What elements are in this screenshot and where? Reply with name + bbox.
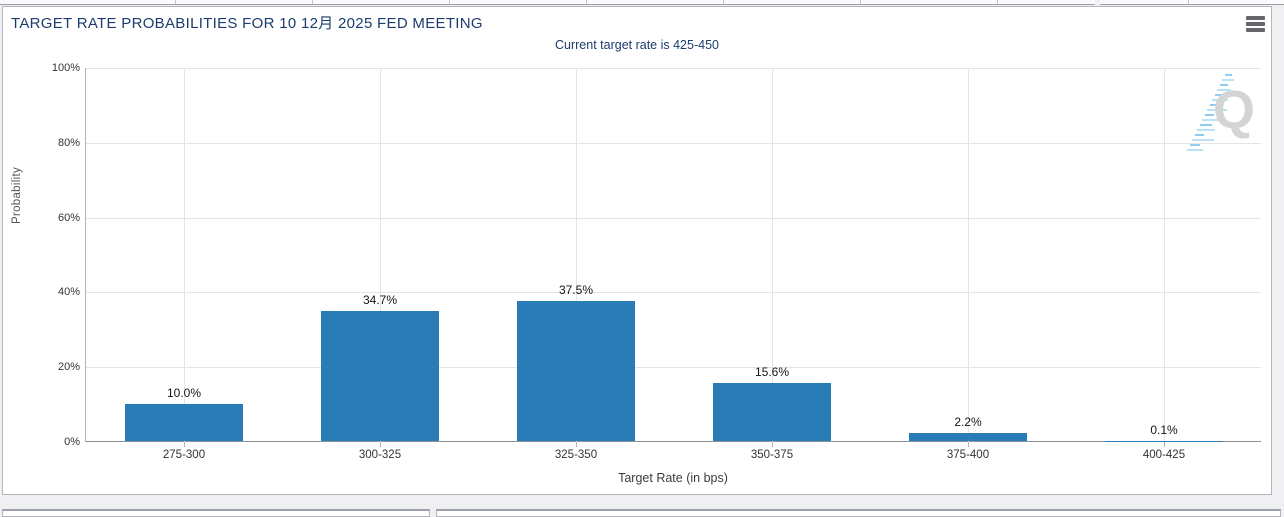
- x-gridline: [576, 68, 577, 442]
- y-axis-tick-label: 20%: [57, 361, 80, 374]
- current-target-rate-label: Current target rate is 425-450: [555, 38, 719, 52]
- probability-bar[interactable]: [909, 432, 1027, 441]
- x-axis-tick-label: 350-375: [750, 449, 794, 461]
- probability-bar[interactable]: [125, 403, 243, 441]
- x-gridline: [968, 68, 969, 442]
- x-gridline: [1164, 68, 1165, 442]
- table-cell-divider: [312, 0, 313, 4]
- hamburger-menu-icon[interactable]: [1246, 16, 1265, 34]
- x-gridline: [380, 68, 381, 442]
- x-axis-tick-label: 375-400: [946, 449, 990, 461]
- probability-bar[interactable]: [713, 382, 831, 441]
- probability-bar[interactable]: [517, 300, 635, 441]
- y-gridline: [86, 142, 1261, 144]
- x-axis-title: Target Rate (in bps): [618, 471, 728, 485]
- y-axis-tick-label: 40%: [57, 286, 80, 299]
- bar-value-label: 2.2%: [954, 414, 982, 429]
- x-axis-tick: [772, 442, 773, 447]
- table-cell-divider: [449, 0, 450, 4]
- x-axis-tick: [380, 442, 381, 447]
- y-axis-tick-label: 0%: [64, 436, 80, 448]
- y-gridline: [86, 68, 1261, 69]
- page-title: TARGET RATE PROBABILITIES FOR 10 12月 202…: [11, 15, 483, 32]
- x-axis-tick-label: 300-325: [358, 449, 402, 461]
- plot-area: 0% 20% 40% 60% 80% 100% 10.0% 275-300 34.7% 300-3…: [52, 62, 1261, 461]
- probability-bar[interactable]: [321, 311, 439, 441]
- x-gridline: [772, 68, 773, 442]
- table-cell-divider: [997, 0, 998, 4]
- bar-value-label: 34.7%: [362, 293, 398, 308]
- menu-bar: [1246, 22, 1265, 26]
- table-cell-divider: [723, 0, 724, 4]
- table-cell-divider: [175, 0, 176, 4]
- bar-value-label: 0.1%: [1150, 422, 1178, 437]
- y-gridline: [86, 367, 1261, 369]
- top-table-edge-right: [1100, 0, 1284, 5]
- menu-bar: [1246, 28, 1265, 32]
- y-gridline: [86, 292, 1261, 294]
- x-axis-tick: [184, 442, 185, 447]
- top-table-edge: [0, 0, 1095, 5]
- fedwatch-chart-panel: TARGET RATE PROBABILITIES FOR 10 12月 202…: [2, 6, 1272, 495]
- bottom-panel-right-edge: [436, 509, 1281, 517]
- y-axis-tick-label: 100%: [51, 62, 80, 74]
- x-axis-tick: [968, 442, 969, 447]
- y-axis-tick-label: 60%: [57, 211, 80, 224]
- x-axis-tick: [576, 442, 577, 447]
- y-axis-title: Probability: [11, 167, 23, 224]
- table-cell-divider: [860, 0, 861, 4]
- table-cell-divider: [1188, 0, 1189, 4]
- bar-value-label: 37.5%: [558, 282, 594, 297]
- x-axis-tick-label: 325-350: [554, 449, 598, 461]
- y-gridline: [86, 217, 1261, 219]
- x-axis-tick-label: 275-300: [162, 449, 206, 461]
- y-axis-tick-label: 80%: [57, 136, 80, 149]
- bottom-panel-left-edge: [2, 509, 430, 517]
- menu-bar: [1246, 16, 1265, 20]
- bar-value-label: 10.0%: [166, 385, 202, 400]
- x-axis-tick-label: 400-425: [1142, 449, 1186, 461]
- x-gridline: [184, 68, 185, 442]
- x-axis-tick: [1164, 442, 1165, 447]
- table-cell-divider: [586, 0, 587, 4]
- bar-value-label: 15.6%: [754, 364, 790, 379]
